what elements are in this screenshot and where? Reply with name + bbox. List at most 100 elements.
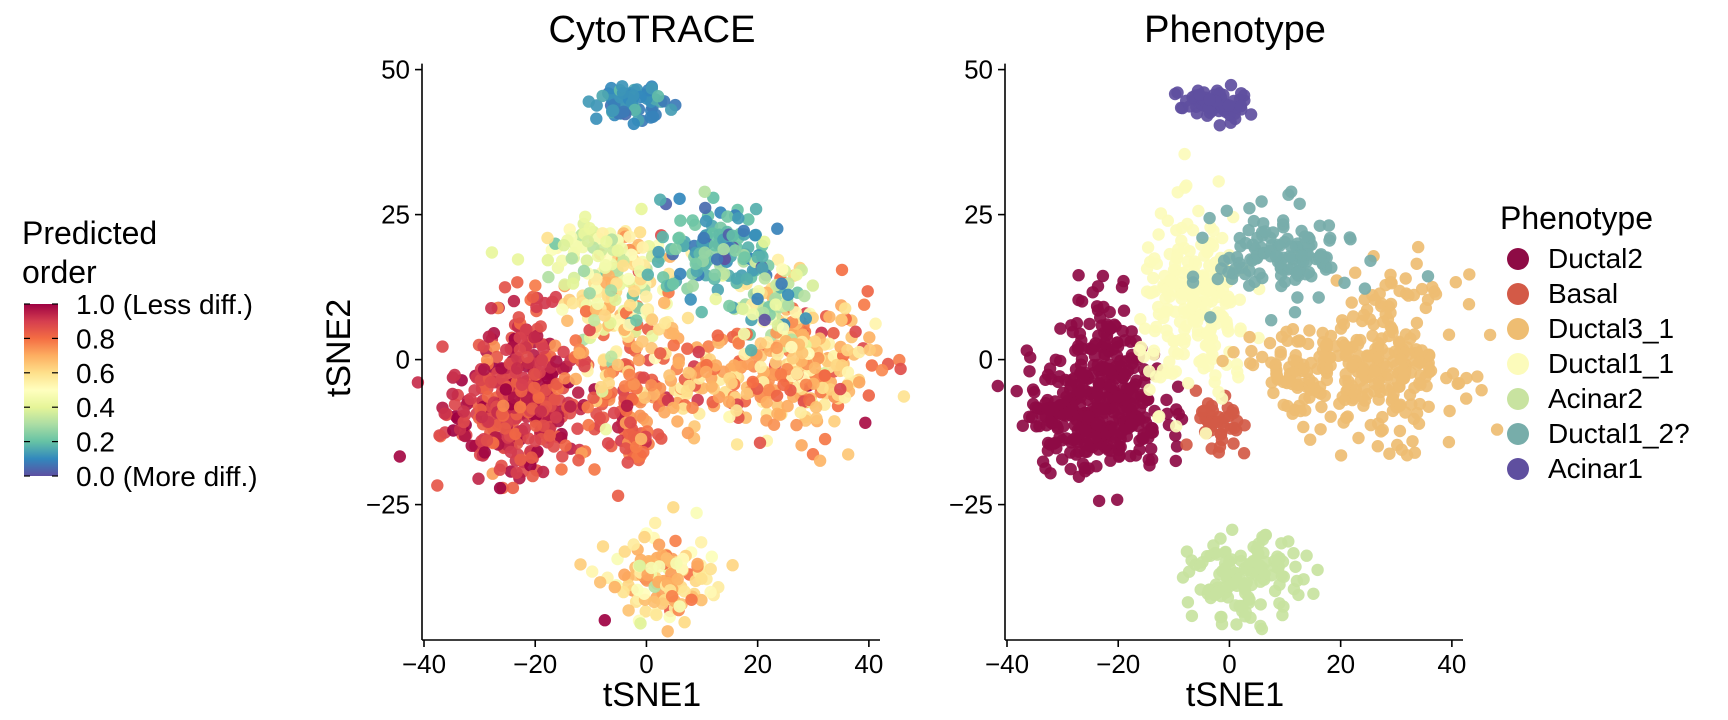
phenotype-x-axis-label: tSNE1 [1186, 676, 1284, 714]
data-point [468, 384, 481, 397]
data-point [699, 214, 713, 228]
phenotype-legend-title: Phenotype [1500, 200, 1653, 236]
x-tick-label: −20 [1096, 649, 1140, 679]
data-point [649, 516, 662, 530]
data-point [1205, 442, 1218, 455]
data-point [1289, 560, 1302, 573]
data-point [1334, 322, 1348, 335]
data-point [518, 422, 532, 435]
data-point [556, 450, 569, 463]
data-point [587, 391, 600, 404]
data-point [1170, 420, 1183, 433]
data-point [641, 303, 655, 316]
data-point [583, 323, 596, 337]
data-point [1412, 417, 1426, 430]
data-point [1244, 108, 1258, 121]
cytotrace-x-axis-label: tSNE1 [603, 676, 701, 714]
data-point [781, 399, 794, 413]
data-point [849, 325, 862, 338]
data-point [672, 232, 685, 245]
data-point [579, 305, 593, 318]
data-point [1304, 433, 1317, 446]
data-point [593, 412, 606, 425]
x-tick-label: −40 [985, 649, 1029, 679]
data-point [1087, 358, 1100, 372]
data-point [827, 327, 840, 340]
phenotype-points [991, 78, 1504, 636]
data-point [682, 366, 695, 379]
data-point [785, 340, 798, 354]
data-point [1166, 367, 1179, 380]
data-point [590, 112, 603, 125]
data-point [1463, 268, 1476, 281]
phenotype-axes: −40 −20 0 20 40 −25 0 25 50 [949, 55, 1466, 679]
data-point [1397, 372, 1410, 385]
data-point [663, 610, 676, 624]
data-point [771, 222, 784, 235]
data-point [588, 463, 601, 476]
data-point [1234, 322, 1247, 335]
data-point [869, 317, 882, 330]
data-point [1169, 429, 1182, 442]
data-point [529, 434, 542, 448]
data-point [1368, 293, 1382, 306]
data-point [1211, 272, 1225, 286]
data-point [1178, 323, 1191, 336]
data-point [1171, 380, 1185, 393]
data-point [581, 401, 594, 414]
data-point [740, 272, 754, 286]
data-point [681, 342, 694, 355]
data-point [499, 383, 512, 396]
data-point [604, 284, 618, 297]
data-point [770, 341, 783, 355]
data-point [1203, 93, 1216, 106]
data-point [684, 293, 697, 306]
data-point [478, 446, 491, 459]
data-point [627, 378, 641, 391]
data-point [532, 391, 545, 404]
data-point [1049, 353, 1063, 366]
data-point [1258, 225, 1272, 238]
data-point [1204, 221, 1217, 234]
data-point [1138, 411, 1151, 424]
data-point [1277, 570, 1291, 583]
data-point [842, 448, 855, 461]
data-point [638, 530, 651, 544]
data-point [673, 600, 686, 613]
data-point [1180, 545, 1194, 558]
data-point [619, 442, 632, 455]
data-point [624, 416, 637, 429]
data-point [1298, 230, 1312, 243]
data-point [1104, 363, 1117, 377]
data-point [669, 534, 682, 548]
data-point [645, 379, 658, 392]
data-point [591, 297, 604, 310]
data-point [1304, 356, 1318, 370]
data-point [1238, 577, 1252, 590]
data-point [770, 389, 784, 402]
data-point [628, 103, 641, 117]
cytotrace-title: CytoTRACE [549, 9, 756, 51]
data-point [1424, 364, 1438, 377]
data-point [790, 268, 803, 281]
data-point [1243, 202, 1256, 215]
data-point [809, 401, 823, 414]
data-point [690, 506, 703, 520]
cytotrace-panel: CytoTRACE −40 −20 0 20 40 −25 0 25 50 tSNE1 tSNE… [320, 9, 911, 714]
data-point [1078, 424, 1092, 437]
data-point [1181, 217, 1194, 231]
data-point [1206, 404, 1220, 417]
data-point [1226, 523, 1239, 536]
data-point [1394, 353, 1408, 366]
data-point [813, 454, 827, 467]
data-point [543, 429, 556, 442]
data-point [622, 272, 635, 286]
data-point [790, 367, 804, 380]
data-point [1124, 449, 1137, 463]
data-point [633, 226, 647, 239]
data-point [511, 253, 525, 266]
x-tick-label: 20 [1326, 649, 1355, 679]
data-point [630, 314, 643, 327]
data-point [1297, 573, 1310, 586]
data-point [1244, 357, 1257, 370]
